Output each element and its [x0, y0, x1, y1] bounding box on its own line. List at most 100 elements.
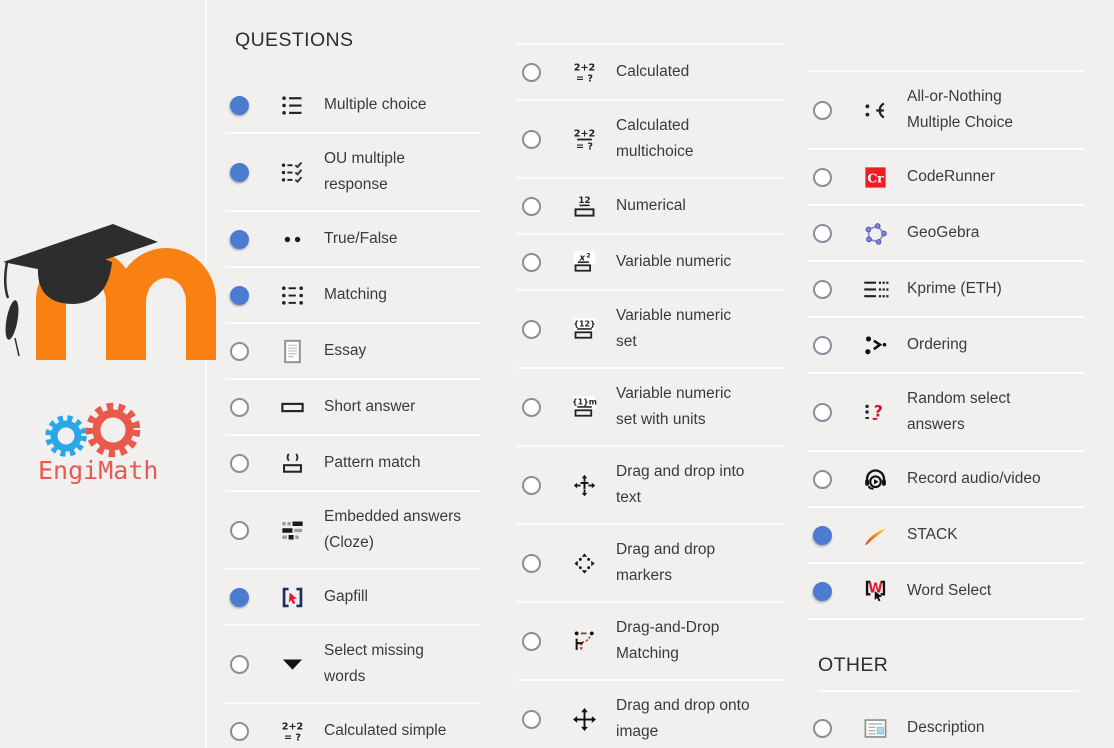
radio-button[interactable] [522, 129, 541, 149]
geogebra-icon [859, 218, 891, 248]
question-type-option[interactable]: Short answer [225, 380, 481, 436]
radio-button[interactable] [813, 402, 832, 422]
coderunner-icon: Cr [859, 162, 891, 192]
radio-button[interactable] [230, 453, 249, 473]
cloze-icon [276, 515, 308, 545]
question-type-option[interactable]: Ordering [808, 318, 1085, 374]
question-type-option[interactable]: Essay [225, 324, 481, 380]
svg-text:x: x [578, 253, 586, 263]
radio-button[interactable] [813, 223, 832, 243]
question-type-option[interactable]: Embedded answers (Cloze) [225, 492, 481, 570]
radio-button[interactable] [813, 581, 832, 601]
question-type-option[interactable]: Record audio/video [808, 452, 1085, 508]
question-type-label: GeoGebra [907, 224, 980, 241]
question-type-option[interactable]: 12 Numerical [517, 179, 785, 235]
question-type-option[interactable]: 2+2 = ? Calculated multichoice [517, 101, 785, 179]
svg-text:= ?: = ? [575, 141, 592, 152]
radio-button[interactable] [522, 553, 541, 573]
radio-button[interactable] [522, 319, 541, 339]
question-type-label: True/False [324, 230, 398, 247]
radio-button[interactable] [813, 469, 832, 489]
question-type-option[interactable]: Drag and drop onto image [517, 681, 785, 748]
question-type-option[interactable]: {12} Variable numeric set [517, 291, 785, 369]
radio-button[interactable] [522, 62, 541, 82]
question-type-option[interactable]: Gapfill [225, 570, 481, 626]
question-type-label: Calculated [616, 63, 690, 80]
radio-button[interactable] [813, 279, 832, 299]
moodle-logo [3, 224, 216, 360]
essay-icon [276, 336, 308, 366]
radio-button[interactable] [230, 341, 249, 361]
matching-icon [276, 280, 308, 310]
question-type-option[interactable]: Drag and drop into text [517, 447, 785, 525]
radio-button[interactable] [522, 196, 541, 216]
svg-text:{12}: {12} [573, 319, 595, 328]
drag-drop-markers-icon [568, 548, 600, 578]
radio-button[interactable] [522, 252, 541, 272]
question-type-option[interactable]: Kprime (ETH) [808, 262, 1085, 318]
question-type-label: Short answer [324, 398, 416, 415]
radio-button[interactable] [522, 475, 541, 495]
radio-button[interactable] [522, 709, 541, 729]
radio-button[interactable] [230, 397, 249, 417]
description-icon [859, 713, 891, 743]
radio-button[interactable] [230, 654, 249, 674]
question-type-label: Variable numeric set [616, 307, 732, 350]
question-type-label: Numerical [616, 197, 686, 214]
svg-text:Cr: Cr [867, 170, 884, 185]
radio-button[interactable] [813, 167, 832, 187]
question-type-label: Embedded answers (Cloze) [324, 508, 461, 551]
radio-button[interactable] [230, 285, 249, 305]
variable-numeric-set-icon: {12} [568, 314, 600, 344]
radio-button[interactable] [230, 229, 249, 249]
question-type-option[interactable]: Multiple choice [225, 78, 481, 134]
question-type-option[interactable]: Matching [225, 268, 481, 324]
radio-button[interactable] [230, 721, 249, 741]
question-type-option[interactable]: GeoGebra [808, 206, 1085, 262]
radio-button[interactable] [230, 95, 249, 115]
svg-text:2+2: 2+2 [573, 62, 595, 73]
radio-button[interactable] [813, 718, 832, 738]
radio-button[interactable] [522, 397, 541, 417]
question-type-option[interactable]: x 2 Variable numeric [517, 235, 785, 291]
svg-text:= ?: = ? [575, 73, 592, 84]
svg-text:{1}m: {1}m [572, 397, 597, 406]
svg-text:= ?: = ? [283, 732, 300, 743]
radio-button[interactable] [813, 100, 832, 120]
question-type-option[interactable]: 2+2 = ? Calculated simple [225, 704, 481, 748]
question-type-option[interactable]: Pattern match [225, 436, 481, 492]
question-type-label: Calculated simple [324, 722, 447, 739]
question-type-label: Kprime (ETH) [907, 280, 1002, 297]
question-type-option[interactable]: Drag-and-Drop Matching [517, 603, 785, 681]
svg-text:2+2: 2+2 [573, 128, 595, 139]
question-type-option[interactable]: Cr CodeRunner [808, 150, 1085, 206]
radio-button[interactable] [522, 631, 541, 651]
radio-button[interactable] [813, 525, 832, 545]
short-answer-icon [276, 392, 308, 422]
question-type-label: Drag and drop onto image [616, 697, 750, 740]
question-type-option[interactable]: ? Random select answers [808, 374, 1085, 452]
question-type-option[interactable]: Drag and drop markers [517, 525, 785, 603]
gapfill-icon [276, 582, 308, 612]
question-type-option[interactable]: W Word Select [808, 564, 1085, 620]
kprime-icon [859, 274, 891, 304]
ordering-icon [859, 330, 891, 360]
calculated-multichoice-icon: 2+2 = ? [568, 124, 600, 154]
calculated-icon: 2+2 = ? [568, 57, 600, 87]
radio-button[interactable] [813, 335, 832, 355]
radio-button[interactable] [230, 162, 249, 182]
question-type-option[interactable]: OU multiple response [225, 134, 481, 212]
radio-button[interactable] [230, 520, 249, 540]
question-type-option[interactable]: Description [808, 701, 1085, 748]
radio-button[interactable] [230, 587, 249, 607]
question-type-option[interactable]: All-or-Nothing Multiple Choice [808, 72, 1085, 150]
question-type-option[interactable]: STACK [808, 508, 1085, 564]
question-type-label: CodeRunner [907, 168, 995, 185]
engimath-logo [45, 402, 141, 458]
section-header: OTHER [818, 653, 1079, 692]
question-type-option[interactable]: True/False [225, 212, 481, 268]
question-type-option[interactable]: Select missing words [225, 626, 481, 704]
question-type-option[interactable]: 2+2 = ? Calculated [517, 45, 785, 101]
question-type-option[interactable]: {1}m Variable numeric set with units [517, 369, 785, 447]
questions-column-1: QUESTIONS Multiple choice OU multiple resp… [225, 0, 481, 748]
